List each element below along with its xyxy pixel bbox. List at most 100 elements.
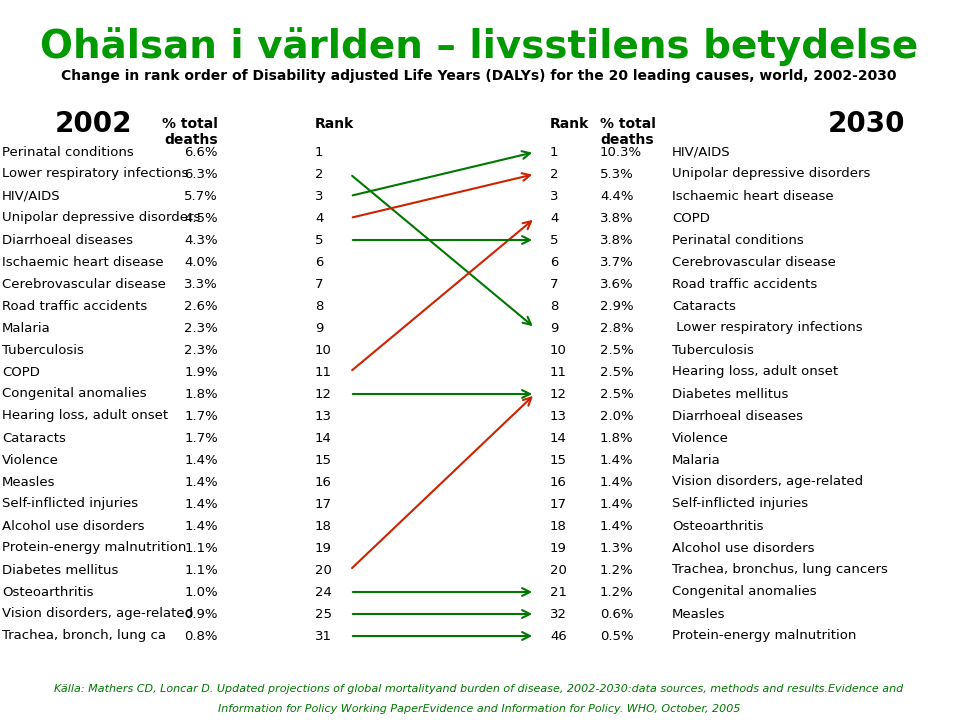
Text: 15: 15 (550, 454, 567, 467)
Text: 2.8%: 2.8% (600, 321, 634, 334)
Text: Violence: Violence (672, 432, 729, 444)
Text: 2.3%: 2.3% (184, 321, 218, 334)
Text: Osteoarthritis: Osteoarthritis (2, 585, 93, 598)
Text: 2: 2 (315, 167, 323, 180)
Text: 21: 21 (550, 585, 567, 598)
Text: Diabetes mellitus: Diabetes mellitus (672, 387, 788, 401)
Text: 2002: 2002 (55, 110, 132, 138)
Text: 2.5%: 2.5% (600, 387, 634, 401)
Text: Tuberculosis: Tuberculosis (2, 343, 83, 356)
Text: deaths: deaths (164, 133, 218, 147)
Text: 1.1%: 1.1% (184, 563, 218, 577)
Text: 1.4%: 1.4% (184, 497, 218, 510)
Text: Road traffic accidents: Road traffic accidents (2, 300, 148, 313)
Text: 14: 14 (550, 432, 567, 444)
Text: 20: 20 (550, 563, 567, 577)
Text: Ischaemic heart disease: Ischaemic heart disease (672, 190, 833, 203)
Text: 4: 4 (315, 212, 323, 225)
Text: Tuberculosis: Tuberculosis (672, 343, 754, 356)
Text: 13: 13 (550, 409, 567, 422)
Text: 7: 7 (550, 278, 558, 291)
Text: 3.3%: 3.3% (184, 278, 218, 291)
Text: HIV/AIDS: HIV/AIDS (672, 145, 731, 158)
Text: 6: 6 (315, 255, 323, 268)
Text: 2.6%: 2.6% (184, 300, 218, 313)
Text: 7: 7 (315, 278, 323, 291)
Text: 11: 11 (315, 366, 332, 379)
Text: 32: 32 (550, 608, 567, 621)
Text: Diarrhoeal diseases: Diarrhoeal diseases (672, 409, 803, 422)
Text: 24: 24 (315, 585, 332, 598)
Text: 0.5%: 0.5% (600, 630, 634, 643)
Text: 1.4%: 1.4% (600, 520, 634, 532)
Text: 1.4%: 1.4% (184, 454, 218, 467)
Text: Rank: Rank (315, 117, 354, 131)
Text: 4: 4 (550, 212, 558, 225)
Text: 16: 16 (550, 475, 567, 489)
Text: 20: 20 (315, 563, 332, 577)
Text: 18: 18 (550, 520, 567, 532)
Text: 4.0%: 4.0% (184, 255, 218, 268)
Text: 3: 3 (550, 190, 558, 203)
Text: 2030: 2030 (828, 110, 905, 138)
Text: Diarrhoeal diseases: Diarrhoeal diseases (2, 233, 133, 246)
Text: 10: 10 (550, 343, 567, 356)
Text: Osteoarthritis: Osteoarthritis (672, 520, 763, 532)
Text: 1.1%: 1.1% (184, 542, 218, 555)
Text: 0.9%: 0.9% (184, 608, 218, 621)
Text: Measles: Measles (672, 608, 726, 621)
Text: Cerebrovascular disease: Cerebrovascular disease (672, 255, 836, 268)
Text: 6.3%: 6.3% (184, 167, 218, 180)
Text: 6.6%: 6.6% (184, 145, 218, 158)
Text: 1.4%: 1.4% (184, 520, 218, 532)
Text: 16: 16 (315, 475, 332, 489)
Text: 4.5%: 4.5% (184, 212, 218, 225)
Text: 18: 18 (315, 520, 332, 532)
Text: 17: 17 (315, 497, 332, 510)
Text: 1.3%: 1.3% (600, 542, 634, 555)
Text: Vision disorders, age-related: Vision disorders, age-related (2, 608, 193, 621)
Text: Hearing loss, adult onset: Hearing loss, adult onset (672, 366, 838, 379)
Text: 10: 10 (315, 343, 332, 356)
Text: Lower respiratory infections: Lower respiratory infections (2, 167, 188, 180)
Text: 1: 1 (315, 145, 323, 158)
Text: Lower respiratory infections: Lower respiratory infections (672, 321, 863, 334)
Text: Källa: Mathers CD, Loncar D. Updated projections of global mortalityand burden o: Källa: Mathers CD, Loncar D. Updated pro… (55, 684, 903, 694)
Text: 1.7%: 1.7% (184, 432, 218, 444)
Text: 17: 17 (550, 497, 567, 510)
Text: Diabetes mellitus: Diabetes mellitus (2, 563, 118, 577)
Text: Alcohol use disorders: Alcohol use disorders (672, 542, 814, 555)
Text: 10.3%: 10.3% (600, 145, 643, 158)
Text: 8: 8 (550, 300, 558, 313)
Text: % total: % total (162, 117, 218, 131)
Text: 3: 3 (315, 190, 323, 203)
Text: Measles: Measles (2, 475, 56, 489)
Text: Cerebrovascular disease: Cerebrovascular disease (2, 278, 166, 291)
Text: 11: 11 (550, 366, 567, 379)
Text: 19: 19 (315, 542, 332, 555)
Text: Protein-energy malnutrition: Protein-energy malnutrition (2, 542, 186, 555)
Text: 5.7%: 5.7% (184, 190, 218, 203)
Text: 5: 5 (550, 233, 558, 246)
Text: 19: 19 (550, 542, 567, 555)
Text: Cataracts: Cataracts (672, 300, 736, 313)
Text: 9: 9 (315, 321, 323, 334)
Text: Cataracts: Cataracts (2, 432, 66, 444)
Text: 1: 1 (550, 145, 558, 158)
Text: Violence: Violence (2, 454, 58, 467)
Text: Congenital anomalies: Congenital anomalies (2, 387, 147, 401)
Text: Congenital anomalies: Congenital anomalies (672, 585, 817, 598)
Text: HIV/AIDS: HIV/AIDS (2, 190, 60, 203)
Text: 15: 15 (315, 454, 332, 467)
Text: 0.6%: 0.6% (600, 608, 634, 621)
Text: Perinatal conditions: Perinatal conditions (672, 233, 804, 246)
Text: 25: 25 (315, 608, 332, 621)
Text: Ischaemic heart disease: Ischaemic heart disease (2, 255, 164, 268)
Text: 2: 2 (550, 167, 558, 180)
Text: Alcohol use disorders: Alcohol use disorders (2, 520, 145, 532)
Text: 6: 6 (550, 255, 558, 268)
Text: 3.7%: 3.7% (600, 255, 634, 268)
Text: 5.3%: 5.3% (600, 167, 634, 180)
Text: 1.8%: 1.8% (600, 432, 634, 444)
Text: Hearing loss, adult onset: Hearing loss, adult onset (2, 409, 168, 422)
